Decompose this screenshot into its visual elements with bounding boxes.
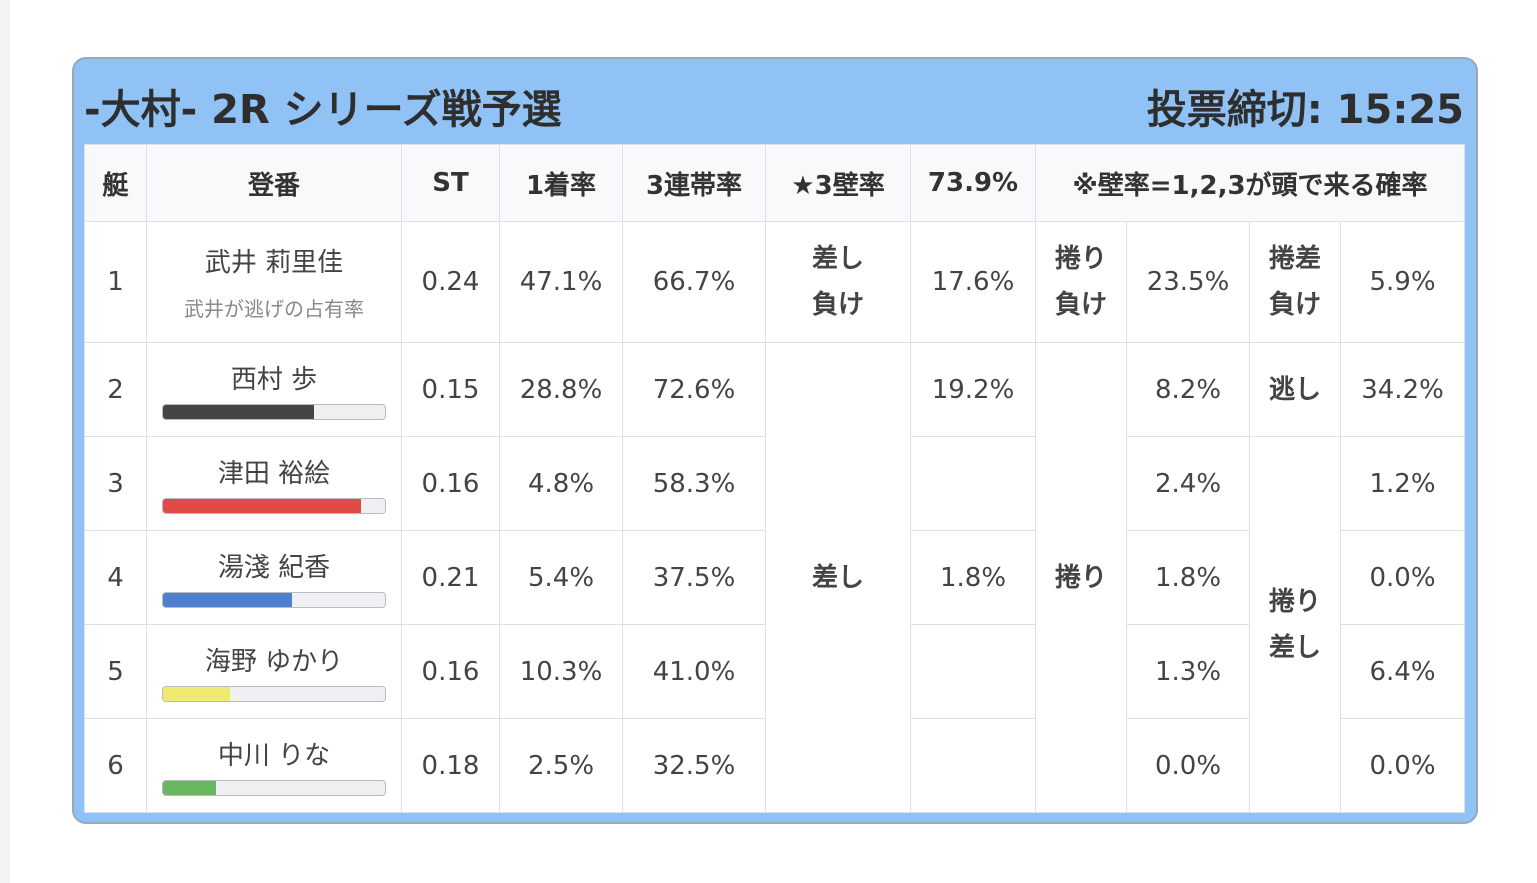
top3-rate-value: 41.0% [622,624,766,719]
first-rate-value: 2.5% [499,718,623,813]
racer-name: 西村 歩 [230,365,318,395]
racer-cell: 湯淺 紀香 [146,530,402,625]
page-left-strip [0,0,10,883]
sashi-label: 差し [765,342,911,813]
sashi-value [910,718,1036,813]
st-value: 0.16 [401,624,500,719]
top3-rate-value: 32.5% [622,718,766,813]
st-value: 0.18 [401,718,500,813]
racer-cell: 中川 りな [146,718,402,813]
progress-bar [162,592,386,608]
progress-fill [163,405,314,419]
lane-number: 5 [84,624,147,719]
race-header: -大村- 2R シリーズ戦予選 投票締切: 15:25 [84,77,1464,135]
wall-rate-value: 73.9% [910,144,1036,222]
lane-number: 6 [84,718,147,813]
escape-share-caption: 武井が逃げの占有率 [184,297,364,321]
racer-cell: 西村 歩 [146,342,402,437]
sashi-value [910,436,1036,531]
makuri-value: 0.0% [1126,718,1250,813]
first-rate-value: 47.1% [499,221,623,343]
nigashi-value: 34.2% [1340,342,1465,437]
st-value: 0.16 [401,436,500,531]
race-table: 艇 登番 ST 1着率 3連帯率 ★3壁率 73.9% ※壁率=1,2,3が頭で… [84,144,1465,813]
sashi-make-value: 17.6% [910,221,1036,343]
table-row: 4 湯淺 紀香 0.21 5.4% 37.5% 1.8% 1.8% 0.0% [84,530,1465,625]
makuri-make-label: 捲り 負け [1035,221,1127,343]
table-row: 5 海野 ゆかり 0.16 10.3% 41.0% 1.3% 6.4% [84,624,1465,719]
col-first-rate: 1着率 [499,144,623,222]
race-title: -大村- 2R シリーズ戦予選 [84,87,562,133]
col-reg: 登番 [146,144,402,222]
racer-name: 津田 裕絵 [217,459,331,489]
top3-rate-value: 37.5% [622,530,766,625]
top3-rate-value: 66.7% [622,221,766,343]
progress-bar [162,780,386,796]
progress-fill [163,499,361,513]
racer-name: 湯淺 紀香 [217,553,331,583]
col-top3-rate: 3連帯率 [622,144,766,222]
makuri-make-value: 23.5% [1126,221,1250,343]
sashi-value: 19.2% [910,342,1036,437]
progress-fill [163,593,292,607]
sashi-value [910,624,1036,719]
sashi-value: 1.8% [910,530,1036,625]
racer-name: 中川 りな [217,741,331,771]
makuri-value: 8.2% [1126,342,1250,437]
first-rate-value: 10.3% [499,624,623,719]
lane-number: 1 [84,221,147,343]
makuri-value: 2.4% [1126,436,1250,531]
top3-rate-value: 58.3% [622,436,766,531]
top3-rate-value: 72.6% [622,342,766,437]
progress-bar [162,498,386,514]
racer-name: 武井 莉里佳 [204,248,344,278]
progress-fill [163,781,217,795]
racer-cell: 海野 ゆかり [146,624,402,719]
wall-rate-label: ★3壁率 [765,144,911,222]
makuri-sashi-value: 0.0% [1340,718,1465,813]
table-row: 6 中川 りな 0.18 2.5% 32.5% 0.0% 0.0% [84,718,1465,813]
racer-name: 海野 ゆかり [204,647,344,677]
col-st: ST [401,144,500,222]
makusa-make-label: 捲差 負け [1249,221,1341,343]
first-rate-value: 4.8% [499,436,623,531]
nigashi-label: 逃し [1249,342,1341,437]
makuri-value: 1.3% [1126,624,1250,719]
table-row: 1 武井 莉里佳 武井が逃げの占有率 0.24 47.1% 66.7% 差し 負け… [84,221,1465,343]
makuri-value: 1.8% [1126,530,1250,625]
racer-cell: 津田 裕絵 [146,436,402,531]
progress-bar [162,686,386,702]
makuri-sashi-value: 1.2% [1340,436,1465,531]
table-header-row: 艇 登番 ST 1着率 3連帯率 ★3壁率 73.9% ※壁率=1,2,3が頭で… [84,144,1465,222]
col-lane: 艇 [84,144,147,222]
race-panel: -大村- 2R シリーズ戦予選 投票締切: 15:25 艇 登番 ST 1着率 … [72,57,1478,824]
wall-rate-note: ※壁率=1,2,3が頭で来る確率 [1035,144,1465,222]
lane-number: 3 [84,436,147,531]
makuri-sashi-label: 捲り 差し [1249,436,1341,813]
progress-fill [163,687,230,701]
makuri-sashi-value: 0.0% [1340,530,1465,625]
st-value: 0.24 [401,221,500,343]
makuri-sashi-value: 6.4% [1340,624,1465,719]
table-row: 2 西村 歩 0.15 28.8% 72.6% 差し 19.2% 捲り 8.2%… [84,342,1465,813]
racer-cell: 武井 莉里佳 武井が逃げの占有率 [146,221,402,343]
makuri-label: 捲り [1035,342,1127,813]
table-row: 3 津田 裕絵 0.16 4.8% 58.3% 2.4% 捲り 差し 1.2% [84,436,1465,813]
sashi-make-label: 差し 負け [765,221,911,343]
lane-number: 2 [84,342,147,437]
first-rate-value: 5.4% [499,530,623,625]
st-value: 0.21 [401,530,500,625]
progress-bar [162,404,386,420]
st-value: 0.15 [401,342,500,437]
vote-deadline: 投票締切: 15:25 [1146,87,1464,133]
lane-number: 4 [84,530,147,625]
first-rate-value: 28.8% [499,342,623,437]
makusa-make-value: 5.9% [1340,221,1465,343]
